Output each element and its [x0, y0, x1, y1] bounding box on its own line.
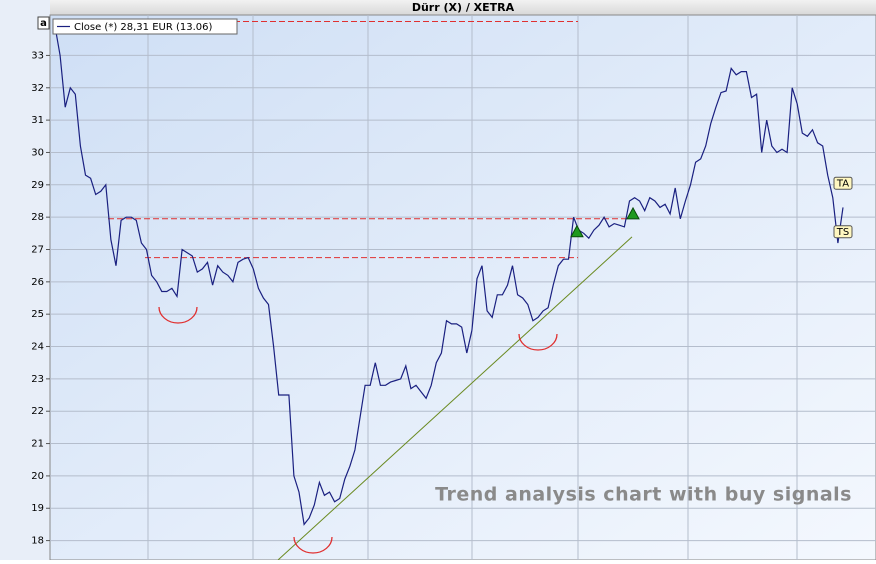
corner-label: a	[40, 18, 47, 29]
y-tick-label: 19	[31, 503, 44, 514]
y-tick-label: 25	[31, 309, 44, 320]
legend-label: Close (*) 28,31 EUR (13.06)	[74, 22, 213, 33]
marker-box	[833, 176, 853, 190]
pattern-arc	[518, 333, 558, 351]
marker-label: TA	[836, 179, 849, 190]
pattern-arc	[158, 306, 198, 324]
title-bar	[50, 0, 876, 15]
y-tick-label: 30	[31, 147, 44, 158]
plot-area	[49, 14, 876, 561]
y-tick-label: 31	[31, 115, 44, 126]
buy-signal	[570, 224, 584, 238]
chart-title: Dürr (X) / XETRA	[412, 1, 515, 14]
marker-label: TS	[836, 227, 849, 238]
y-tick-label: 21	[31, 439, 44, 450]
y-tick-label: 33	[31, 50, 44, 61]
y-tick-label: 29	[31, 180, 44, 191]
y-tick-label: 26	[31, 277, 44, 288]
y-tick-label: 23	[31, 374, 44, 385]
plot: TA TS	[54, 20, 853, 561]
y-tick-label: 32	[31, 83, 44, 94]
y-tick-label: 28	[31, 212, 44, 223]
trendline	[277, 236, 633, 561]
marker-box	[833, 225, 853, 239]
annotation: Trend analysis chart with buy signals	[435, 484, 852, 506]
grid: 18 19 20 21 22 23 24 25 26 27 28 29 30 31 32 33	[31, 15, 876, 560]
y-tick-label: 22	[31, 406, 44, 417]
legend	[52, 18, 238, 35]
y-tick-label: 18	[31, 536, 44, 547]
buy-signal	[626, 206, 640, 220]
corner-box	[37, 16, 50, 30]
pattern-arc	[293, 536, 333, 554]
y-tick-label: 20	[31, 471, 44, 482]
y-tick-label: 24	[31, 342, 44, 353]
y-tick-label: 27	[31, 244, 44, 255]
price-line	[54, 26, 844, 526]
